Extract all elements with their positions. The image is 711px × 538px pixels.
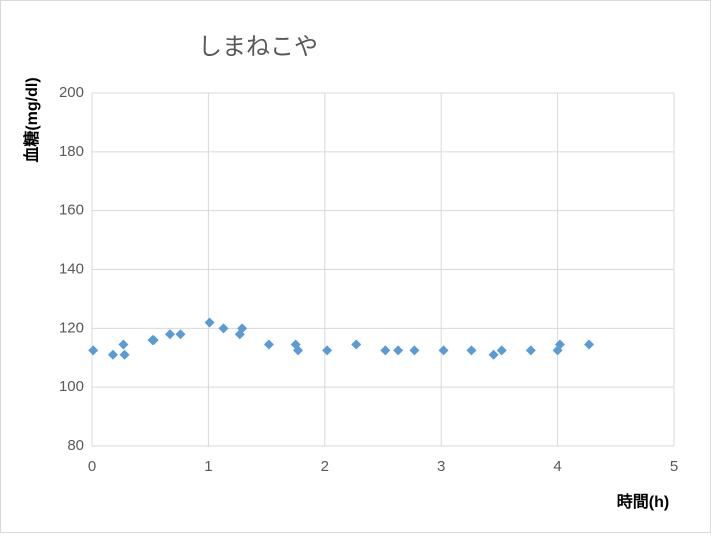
x-tick-label: 2 [321, 458, 329, 475]
data-point [107, 349, 118, 360]
x-axis-label: 時間(h) [617, 492, 669, 511]
data-point [525, 345, 536, 356]
data-point [584, 339, 595, 350]
y-tick-label: 120 [59, 319, 84, 336]
y-axis-label: 血糖(mg/dl) [22, 77, 41, 162]
data-point [119, 349, 130, 360]
y-tick-label: 200 [59, 84, 84, 101]
data-point [496, 345, 507, 356]
data-point [118, 339, 129, 350]
data-point [263, 339, 274, 350]
data-point [554, 339, 565, 350]
x-tick-label: 4 [553, 458, 561, 475]
chart-title: しまねこや [198, 33, 318, 60]
data-point [438, 345, 449, 356]
data-point [322, 345, 333, 356]
x-tick-label: 0 [88, 458, 96, 475]
data-point [88, 345, 99, 356]
data-point [380, 345, 391, 356]
data-point [409, 345, 420, 356]
data-point [293, 345, 304, 356]
data-point [164, 329, 175, 340]
data-point [488, 349, 499, 360]
y-tick-label: 140 [59, 260, 84, 277]
y-tick-label: 160 [59, 202, 84, 219]
data-point [351, 339, 362, 350]
y-tick-label: 100 [59, 378, 84, 395]
data-point [148, 335, 159, 346]
x-tick-label: 5 [670, 458, 678, 475]
x-tick-label: 3 [437, 458, 445, 475]
data-point [393, 345, 404, 356]
data-point [466, 345, 477, 356]
data-point [175, 329, 186, 340]
x-tick-label: 1 [204, 458, 212, 475]
y-tick-label: 180 [59, 143, 84, 160]
data-point [218, 323, 229, 334]
data-point [237, 323, 248, 334]
data-point [204, 317, 215, 328]
y-tick-label: 80 [67, 437, 84, 454]
